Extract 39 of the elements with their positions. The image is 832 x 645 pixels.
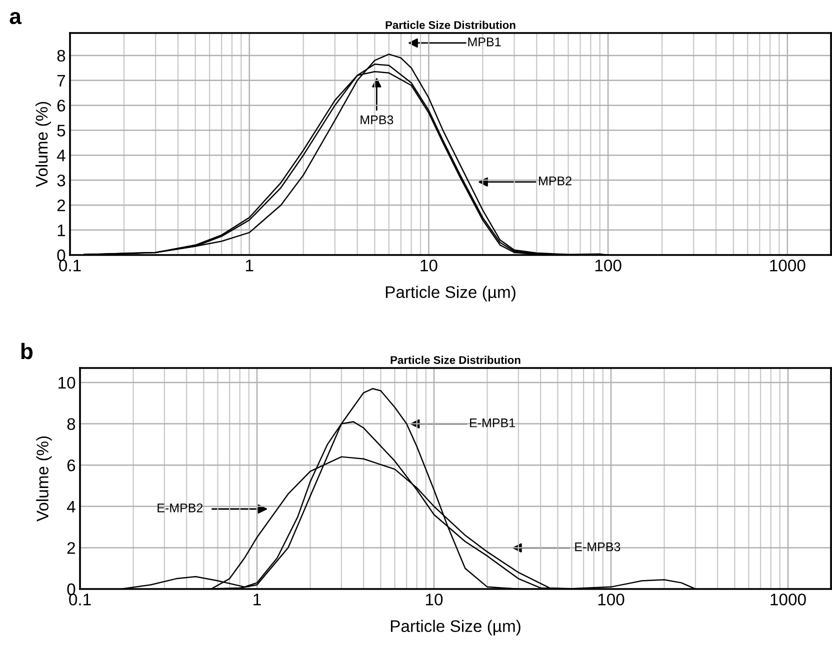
y-tick-label: 7 [57,74,65,86]
x-tick-label: 10 [420,260,438,272]
y-tick-label: 6 [67,459,76,472]
chart-title: Particle Size Distribution [390,356,520,364]
y-tick-label: 4 [56,150,66,162]
y-tick-label: 2 [57,200,65,212]
x-tick-label: 1000 [770,260,806,272]
y-tick-label: 8 [67,418,76,430]
x-tick-label: 1000 [770,594,806,606]
y-tick-label: 1 [58,224,66,236]
y-tick-label: 8 [57,50,66,62]
annotation: MPB1 [468,38,501,46]
x-axis-title: Particle Size (µm) [390,620,520,636]
text: a [10,12,22,24]
x-tick-label: 1 [246,260,254,272]
x-tick-label: 10 [426,594,443,606]
y-tick-label: 10 [58,376,76,389]
text: b [21,342,33,360]
x-tick-label: 1 [254,594,261,606]
x-tick-label: 100 [598,594,624,606]
y-axis-title: Volume (%) [36,436,52,522]
annotation: E-MPB1 [470,418,515,428]
chart-title: Particle Size Distribution [386,20,516,29]
y-tick-label: 5 [57,124,66,136]
y-axis-title: Volume (%) [35,102,51,187]
x-tick-label: 100 [595,260,622,272]
y-tick-label: 6 [57,100,66,112]
y-tick-label: 3 [57,174,66,186]
y-tick-label: 4 [66,500,76,512]
annotation: E-MPB3 [575,542,620,552]
y-tick-label: 0 [57,249,66,262]
x-axis-title: Particle Size (µm) [386,286,516,302]
x-tick-label: 0.1 [69,594,91,606]
y-tick-label: 2 [67,542,75,554]
annotation: E-MPB2 [158,504,203,512]
annotation: MPB2 [539,176,572,186]
annotation: MPB3 [360,115,394,124]
x-tick-label: 0.1 [59,260,81,272]
y-tick-label: 0 [67,583,76,596]
